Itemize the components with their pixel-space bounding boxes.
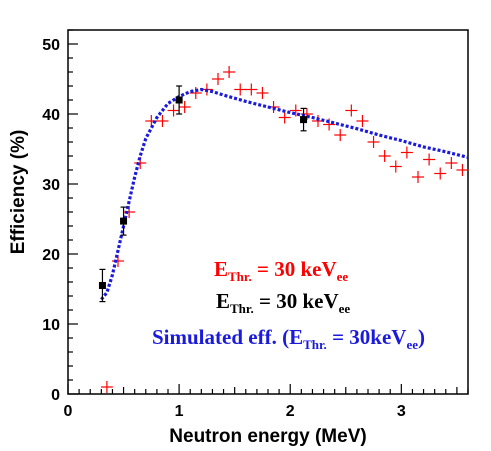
red-cross-point: [256, 87, 269, 99]
x-axis-title: Neutron energy (MeV): [169, 426, 366, 447]
x-tick-label: 3: [397, 403, 406, 420]
legend-black-rest: = 30 keV: [254, 289, 339, 313]
legend-entry-blue: Simulated eff. (EThr. = 30keVee): [152, 325, 425, 352]
legend-red-main: E: [214, 257, 228, 281]
legend-black-tail: ee: [339, 301, 351, 316]
red-cross-point: [434, 167, 447, 180]
red-cross-point: [412, 171, 424, 183]
black-data-point: [175, 85, 183, 115]
y-tick-label: 50: [42, 37, 60, 54]
legend-black-sub: Thr.: [230, 301, 254, 316]
legend-blue-sub: Thr.: [303, 337, 327, 352]
legend-red-sub: Thr.: [228, 269, 252, 284]
square-marker: [300, 116, 308, 124]
y-axis-title: Efficiency (%): [8, 130, 29, 255]
legend-blue-close: ): [418, 325, 425, 349]
legend-blue-rest: = 30keV: [327, 325, 407, 349]
axis-ticks: [67, 29, 469, 395]
red-cross-point: [245, 83, 258, 96]
red-cross-point: [278, 111, 291, 124]
legend-red-rest: = 30 keV: [252, 257, 337, 281]
red-cross-point: [289, 104, 302, 117]
red-cross-point: [356, 115, 369, 127]
black-data-point: [120, 206, 128, 236]
black-data-point: [300, 107, 308, 132]
legend: EThr. = 30 keVee EThr. = 30 keVee Simula…: [152, 257, 425, 352]
red-cross-point: [234, 83, 247, 96]
legend-blue-main: Simulated eff. (E: [152, 325, 303, 349]
legend-entry-red: EThr. = 30 keVee: [214, 257, 348, 284]
data-marks: [98, 66, 469, 393]
square-marker: [98, 282, 106, 289]
black-data-point: [98, 268, 106, 303]
red-cross-point: [378, 150, 391, 162]
legend-entry-black: EThr. = 30 keVee: [216, 289, 350, 316]
x-tick-label: 2: [286, 403, 295, 420]
x-tick-label: 1: [175, 403, 184, 420]
square-marker: [175, 96, 183, 104]
legend-black-main: E: [216, 289, 230, 313]
red-cross-point: [389, 160, 402, 173]
red-cross-point: [156, 115, 169, 127]
red-cross-point: [400, 146, 413, 159]
y-tick-label: 20: [42, 247, 60, 264]
legend-blue-tail: ee: [406, 337, 418, 352]
red-cross-point: [178, 101, 191, 113]
red-cross-point: [367, 136, 380, 148]
red-cross-point: [223, 66, 236, 78]
red-cross-point: [189, 87, 202, 99]
y-tick-label: 0: [51, 387, 60, 404]
red-cross-point: [212, 73, 224, 85]
red-cross-point: [334, 129, 347, 141]
y-tick-label: 10: [42, 317, 60, 334]
y-tick-label: 30: [42, 177, 60, 194]
red-cross-point: [456, 164, 469, 176]
y-tick-label: 40: [42, 107, 60, 124]
x-tick-label: 0: [64, 403, 73, 420]
legend-red-tail: ee: [337, 269, 349, 284]
red-cross-point: [100, 381, 113, 393]
red-cross-point: [445, 157, 458, 169]
red-cross-point: [345, 104, 358, 117]
red-cross-point: [423, 153, 436, 166]
square-marker: [120, 217, 128, 225]
red-cross-point: [167, 104, 180, 117]
